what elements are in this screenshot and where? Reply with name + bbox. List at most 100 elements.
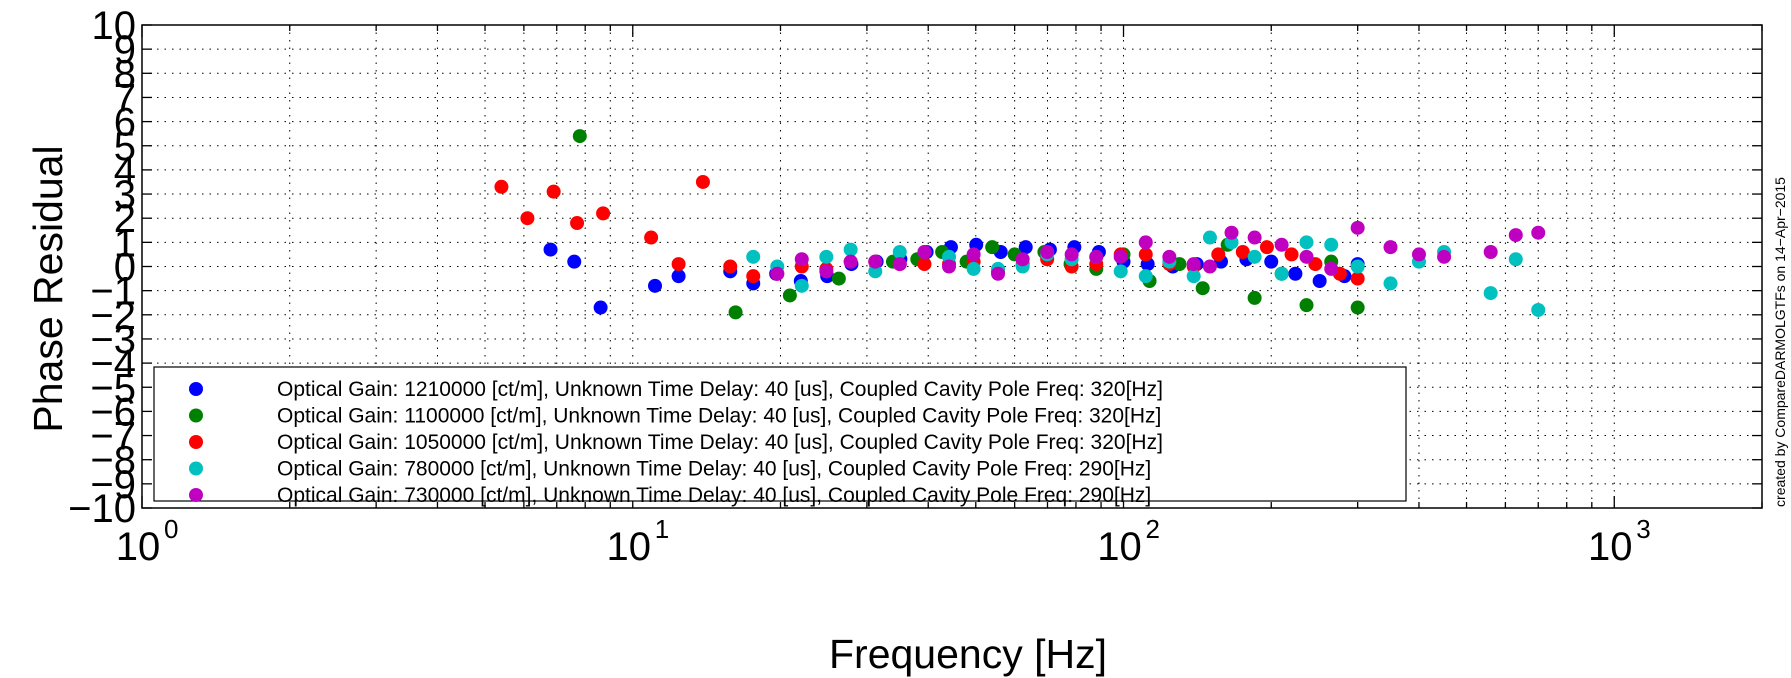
data-point: [985, 240, 1000, 255]
data-point: [1508, 228, 1523, 243]
y-tick-label: 1: [114, 221, 136, 265]
data-point: [1264, 254, 1279, 269]
y-tick-label: 0: [114, 246, 136, 290]
y-tick-label: 8: [114, 52, 136, 96]
data-point: [1274, 266, 1289, 281]
data-point: [572, 129, 587, 144]
y-axis-label: Phase Residual: [25, 145, 71, 432]
data-point: [1259, 240, 1274, 255]
x-tick-label: 10: [1097, 525, 1142, 569]
x-tick-label: 10: [116, 525, 161, 569]
series-5: [770, 220, 1546, 281]
data-point: [1324, 237, 1339, 252]
data-point: [671, 257, 686, 272]
data-point: [1089, 249, 1104, 264]
data-point: [966, 247, 981, 262]
data-point: [991, 266, 1006, 281]
legend-marker: [189, 461, 203, 476]
data-point: [917, 245, 932, 260]
tick-marks: [141, 24, 1763, 509]
data-point: [819, 249, 834, 264]
data-point: [917, 257, 932, 272]
created-by-note: created by CompareDARMOLGTFs on 14−Apr−2…: [1772, 177, 1788, 507]
y-tick-label: −9: [90, 463, 136, 507]
data-point: [1350, 220, 1365, 235]
data-point: [671, 269, 686, 284]
data-point: [1162, 249, 1177, 264]
data-point: [1186, 269, 1201, 284]
y-tick-label: −6: [90, 390, 136, 434]
data-point: [1186, 257, 1201, 272]
legend: Optical Gain: 1210000 [ct/m], Unknown Ti…: [153, 366, 1407, 507]
y-tick-label: −4: [90, 342, 136, 386]
y-tick-label: −7: [90, 415, 136, 459]
data-point: [1508, 252, 1523, 267]
data-point: [1247, 230, 1262, 245]
x-tick-label: 10: [607, 525, 652, 569]
data-point: [596, 206, 611, 221]
data-point: [892, 245, 907, 260]
data-point: [942, 249, 957, 264]
y-tick-label: 6: [114, 101, 136, 145]
data-point: [1064, 247, 1079, 262]
data-point: [494, 179, 509, 194]
data-point: [794, 252, 809, 267]
legend-marker: [189, 382, 203, 396]
x-axis-label: Frequency [Hz]: [829, 631, 1107, 677]
y-tick-label: 3: [114, 173, 136, 217]
data-point: [1531, 225, 1546, 240]
data-point: [1483, 245, 1498, 260]
data-point: [1138, 247, 1153, 262]
data-point: [723, 259, 738, 274]
data-point: [593, 300, 608, 315]
data-point: [966, 261, 981, 276]
data-point: [644, 230, 659, 245]
data-point: [892, 257, 907, 272]
data-point: [1195, 281, 1210, 296]
data-point: [1113, 249, 1128, 264]
data-point: [843, 254, 858, 269]
data-point: [1350, 259, 1365, 274]
data-point: [1211, 247, 1226, 262]
data-point: [1202, 230, 1217, 245]
legend-entry: Optical Gain: 730000 [ct/m], Unknown Tim…: [277, 484, 1151, 507]
data-point: [868, 264, 883, 279]
data-point: [1274, 237, 1289, 252]
data-point: [1350, 300, 1365, 315]
y-tick-label: −2: [90, 294, 136, 338]
data-point: [868, 254, 883, 269]
data-point: [1299, 298, 1314, 313]
data-point: [1324, 261, 1339, 276]
x-tick-exponent: 1: [655, 514, 669, 544]
y-tick-label: −1: [90, 270, 136, 314]
data-point: [746, 249, 761, 264]
legend-entry: Optical Gain: 1210000 [ct/m], Unknown Ti…: [277, 378, 1163, 401]
x-tick-exponent: 3: [1636, 514, 1650, 544]
data-point: [1040, 245, 1055, 260]
data-point: [543, 242, 558, 257]
data-point: [728, 305, 743, 320]
data-point: [1247, 290, 1262, 305]
x-tick-exponent: 0: [164, 514, 178, 544]
data-point: [1138, 235, 1153, 250]
data-point: [942, 259, 957, 274]
data-point: [831, 271, 846, 286]
data-point: [770, 266, 785, 281]
data-point: [1015, 252, 1030, 267]
data-point: [1202, 259, 1217, 274]
data-points: [494, 129, 1546, 320]
y-tick-label: 7: [114, 76, 136, 120]
legend-box: [153, 366, 1407, 502]
y-tick-label: 10: [92, 4, 137, 48]
y-tick-label: 2: [114, 197, 136, 241]
data-point: [695, 174, 710, 189]
data-point: [1383, 240, 1398, 255]
legend-marker: [189, 435, 203, 449]
y-tick-label: −10: [68, 487, 136, 531]
data-point: [1284, 247, 1299, 262]
data-point: [567, 254, 582, 269]
legend-entry: Optical Gain: 1100000 [ct/m], Unknown Ti…: [277, 405, 1161, 428]
data-point: [1138, 269, 1153, 284]
